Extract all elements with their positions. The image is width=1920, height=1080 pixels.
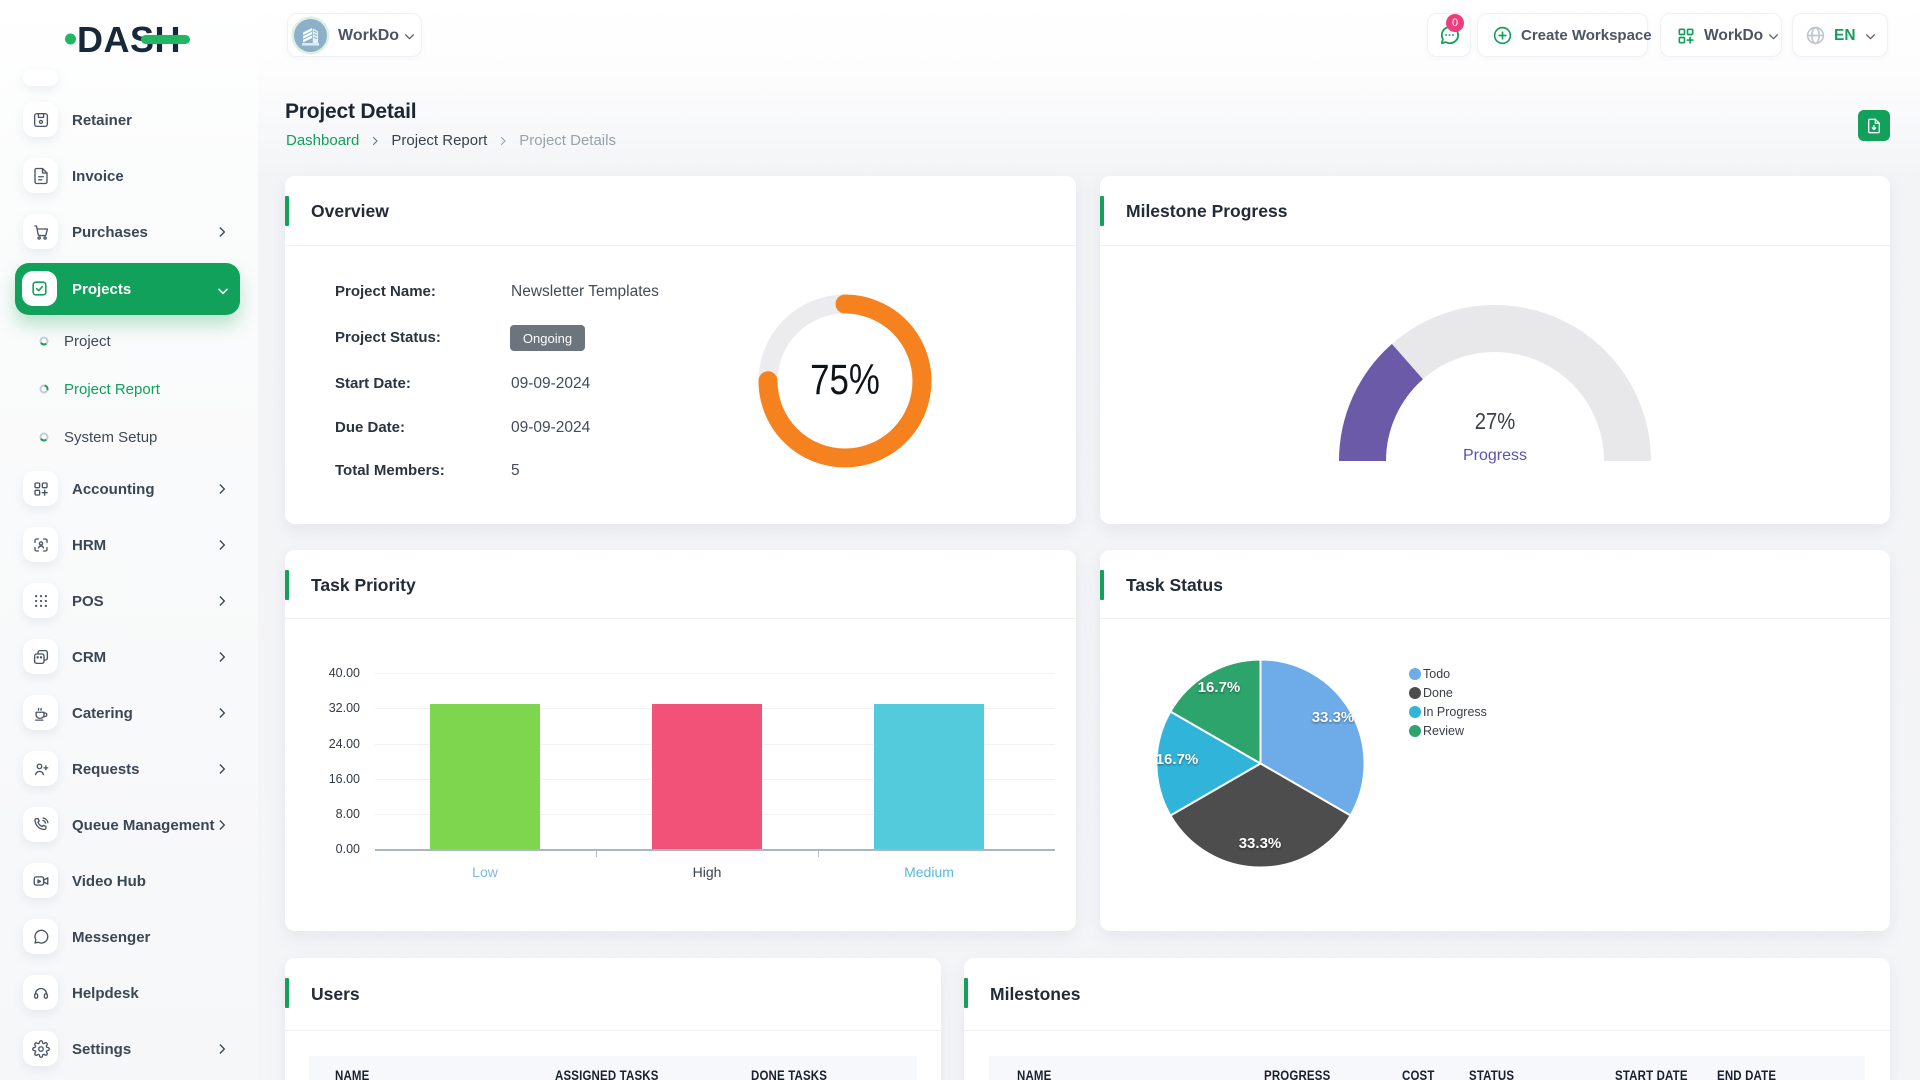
svg-text:16.7%: 16.7% — [1198, 679, 1241, 696]
svg-text:33.3%: 33.3% — [1239, 835, 1282, 852]
svg-text:16.7%: 16.7% — [1156, 751, 1199, 768]
svg-text:33.3%: 33.3% — [1312, 709, 1355, 726]
